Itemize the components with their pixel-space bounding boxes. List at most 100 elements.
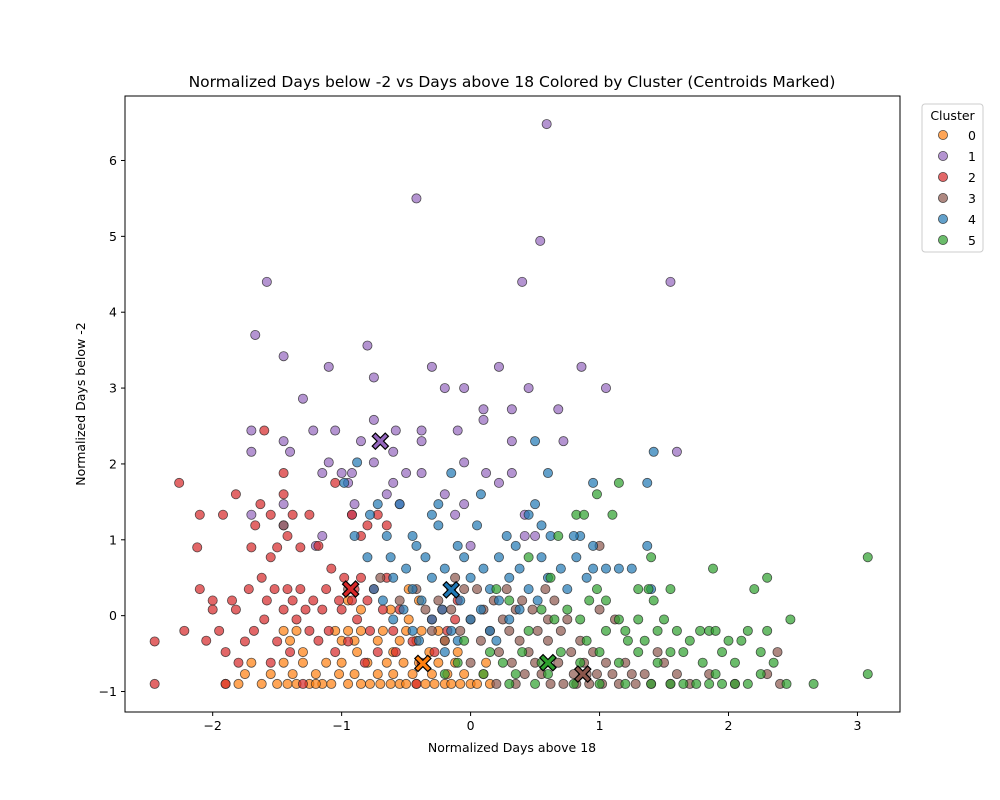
- axes-frame: [124, 95, 901, 713]
- data-point-cluster-1: [416, 425, 427, 436]
- data-point-cluster-4: [407, 531, 418, 542]
- data-point-cluster-4: [414, 635, 425, 646]
- data-point-cluster-0: [352, 647, 363, 658]
- data-point-cluster-5: [620, 625, 631, 636]
- centroid-marker-cluster-2: [341, 580, 360, 599]
- data-point-cluster-4: [581, 572, 592, 583]
- data-point-cluster-2: [313, 540, 324, 551]
- data-point-cluster-4: [381, 531, 392, 542]
- data-point-cluster-3: [465, 657, 476, 668]
- data-point-cluster-3: [506, 657, 517, 668]
- data-point-cluster-1: [481, 468, 492, 479]
- data-point-cluster-1: [523, 383, 534, 394]
- data-point-cluster-5: [729, 678, 740, 689]
- data-point-cluster-2: [227, 595, 238, 606]
- data-point-cluster-5: [504, 678, 515, 689]
- data-point-cluster-2: [239, 636, 250, 647]
- data-point-cluster-2: [330, 647, 341, 658]
- data-point-cluster-5: [484, 647, 495, 658]
- data-point-cluster-2: [218, 509, 229, 520]
- data-point-cluster-2: [411, 678, 422, 689]
- y-axis-label: Normalized Days below -2: [73, 322, 88, 485]
- legend-marker-cluster-4: [938, 213, 949, 224]
- data-point-cluster-5: [755, 669, 766, 680]
- data-point-cluster-5: [562, 604, 573, 615]
- data-point-cluster-1: [317, 468, 328, 479]
- data-point-cluster-0: [355, 604, 366, 615]
- legend-label-cluster-2: 2: [968, 170, 976, 185]
- data-point-cluster-4: [568, 531, 579, 542]
- data-point-cluster-5: [652, 657, 663, 668]
- data-point-cluster-5: [452, 657, 463, 668]
- data-point-cluster-1: [416, 436, 427, 447]
- data-point-cluster-1: [411, 193, 422, 204]
- data-point-cluster-2: [233, 657, 244, 668]
- data-point-cluster-4: [588, 563, 599, 574]
- data-point-cluster-2: [381, 520, 392, 531]
- data-point-cluster-3: [501, 584, 512, 595]
- data-point-cluster-1: [390, 425, 401, 436]
- data-point-cluster-1: [493, 477, 504, 488]
- data-point-cluster-1: [368, 457, 379, 468]
- data-point-cluster-1: [665, 276, 676, 287]
- data-point-cluster-5: [633, 647, 644, 658]
- data-point-cluster-4: [523, 584, 534, 595]
- y-tick-label: 0: [109, 608, 117, 623]
- y-tick-label: 5: [109, 229, 117, 244]
- data-point-cluster-3: [639, 669, 650, 680]
- data-point-cluster-2: [297, 678, 308, 689]
- data-point-cluster-4: [433, 499, 444, 510]
- data-point-cluster-0: [372, 635, 383, 646]
- data-point-cluster-1: [346, 468, 357, 479]
- data-point-cluster-0: [377, 625, 388, 636]
- data-point-cluster-5: [510, 669, 521, 680]
- data-point-cluster-4: [368, 584, 379, 595]
- data-point-cluster-3: [455, 625, 466, 636]
- data-point-cluster-4: [626, 563, 637, 574]
- data-point-cluster-2: [390, 647, 401, 658]
- data-point-cluster-0: [355, 678, 366, 689]
- data-point-cluster-3: [626, 669, 637, 680]
- data-point-cluster-2: [313, 635, 324, 646]
- data-point-cluster-4: [372, 499, 383, 510]
- data-point-cluster-2: [308, 595, 319, 606]
- data-point-cluster-2: [388, 625, 399, 636]
- legend-label-cluster-5: 5: [968, 233, 976, 248]
- data-point-cluster-0: [334, 669, 345, 680]
- data-point-cluster-2: [194, 509, 205, 520]
- data-point-cluster-2: [339, 572, 350, 583]
- data-point-cluster-1: [362, 340, 373, 351]
- data-point-cluster-2: [265, 552, 276, 563]
- data-point-cluster-4: [478, 563, 489, 574]
- data-point-cluster-5: [646, 678, 657, 689]
- data-point-cluster-1: [459, 457, 470, 468]
- data-point-cluster-3: [426, 625, 437, 636]
- data-point-cluster-2: [326, 563, 337, 574]
- legend-label-cluster-1: 1: [968, 149, 976, 164]
- x-axis-label: Normalized Days above 18: [428, 740, 596, 755]
- data-point-cluster-0: [278, 657, 289, 668]
- data-point-cluster-1: [278, 351, 289, 362]
- x-tick-label: 3: [853, 718, 861, 733]
- data-point-cluster-4: [475, 489, 486, 500]
- data-point-cluster-3: [446, 604, 457, 615]
- data-point-cluster-5: [862, 669, 873, 680]
- data-point-cluster-4: [465, 572, 476, 583]
- data-point-cluster-4: [648, 446, 659, 457]
- data-point-cluster-5: [729, 657, 740, 668]
- data-point-cluster-3: [607, 669, 618, 680]
- data-point-cluster-5: [530, 678, 541, 689]
- data-point-cluster-3: [566, 647, 577, 658]
- data-point-cluster-1: [519, 531, 530, 542]
- data-point-cluster-5: [659, 614, 670, 625]
- data-point-cluster-0: [287, 669, 298, 680]
- data-point-cluster-2: [179, 625, 190, 636]
- data-point-cluster-4: [588, 540, 599, 551]
- data-point-cluster-3: [652, 647, 663, 658]
- data-point-cluster-3: [671, 669, 682, 680]
- data-point-cluster-4: [555, 563, 566, 574]
- data-point-cluster-0: [446, 678, 457, 689]
- data-point-cluster-5: [575, 614, 586, 625]
- data-point-cluster-4: [504, 614, 515, 625]
